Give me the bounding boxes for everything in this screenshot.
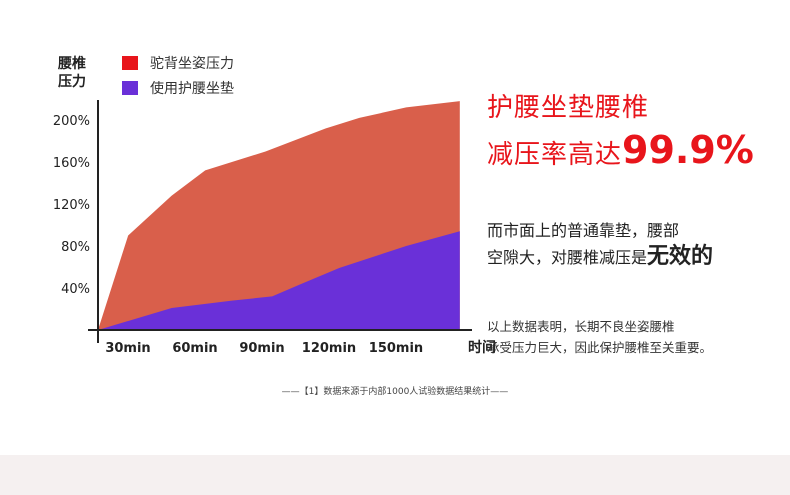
description-primary-line2-prefix: 空隙大，对腰椎减压是 xyxy=(487,248,648,267)
headline-line2: 减压率高达99.9% xyxy=(487,128,754,177)
headline-line2-prefix: 减压率高达 xyxy=(487,140,623,170)
x-tick-label-3: 90min xyxy=(239,341,284,356)
y-tick-label-3: 160% xyxy=(53,156,90,171)
series-area-1 xyxy=(98,231,460,330)
x-tick-label-1: 30min xyxy=(105,341,150,356)
data-source-footnote: ——【1】数据来源于内部1000人试验数据结果统计—— xyxy=(281,387,509,397)
legend-swatch-hunched xyxy=(122,56,138,70)
x-tick-label-2: 60min xyxy=(172,341,217,356)
x-tick-label-4: 120min xyxy=(302,341,356,356)
description-primary-line1: 而市面上的普通靠垫，腰部 xyxy=(487,221,680,240)
headline: 护腰坐垫腰椎 减压率高达99.9% xyxy=(487,88,754,177)
y-tick-label-1: 80% xyxy=(61,240,90,255)
y-tick-label-0: 40% xyxy=(61,282,90,297)
y-tick-label-4: 200% xyxy=(53,114,90,129)
y-tick-label-2: 120% xyxy=(53,198,90,213)
description-primary-emphasis: 无效的 xyxy=(647,244,714,269)
x-tick-label-5: 150min xyxy=(369,341,423,356)
bottom-band xyxy=(0,455,790,495)
y-axis-title: 腰椎 压力 xyxy=(58,55,98,91)
legend-label-cushion: 使用护腰坐垫 xyxy=(150,81,234,97)
description-primary: 而市面上的普通靠垫，腰部 空隙大，对腰椎减压是无效的 xyxy=(487,218,713,271)
description-secondary: 以上数据表明，长期不良坐姿腰椎 承受压力巨大，因此保护腰椎至关重要。 xyxy=(487,316,712,358)
description-secondary-line2: 承受压力巨大，因此保护腰椎至关重要。 xyxy=(487,340,713,355)
description-secondary-line1: 以上数据表明，长期不良坐姿腰椎 xyxy=(487,319,675,334)
chart-legend: 驼背坐姿压力 使用护腰坐垫 xyxy=(122,52,234,102)
legend-item-cushion: 使用护腰坐垫 xyxy=(122,77,234,99)
description-primary-line2: 空隙大，对腰椎减压是无效的 xyxy=(487,244,713,271)
y-axis-title-text: 腰椎 压力 xyxy=(58,56,86,90)
headline-line1: 护腰坐垫腰椎 xyxy=(487,93,650,123)
legend-item-hunched: 驼背坐姿压力 xyxy=(122,52,234,74)
legend-swatch-cushion xyxy=(122,81,138,95)
headline-value: 99.9% xyxy=(622,128,754,172)
x-tick-label-6: 时间 xyxy=(468,339,496,356)
legend-label-hunched: 驼背坐姿压力 xyxy=(150,56,234,72)
